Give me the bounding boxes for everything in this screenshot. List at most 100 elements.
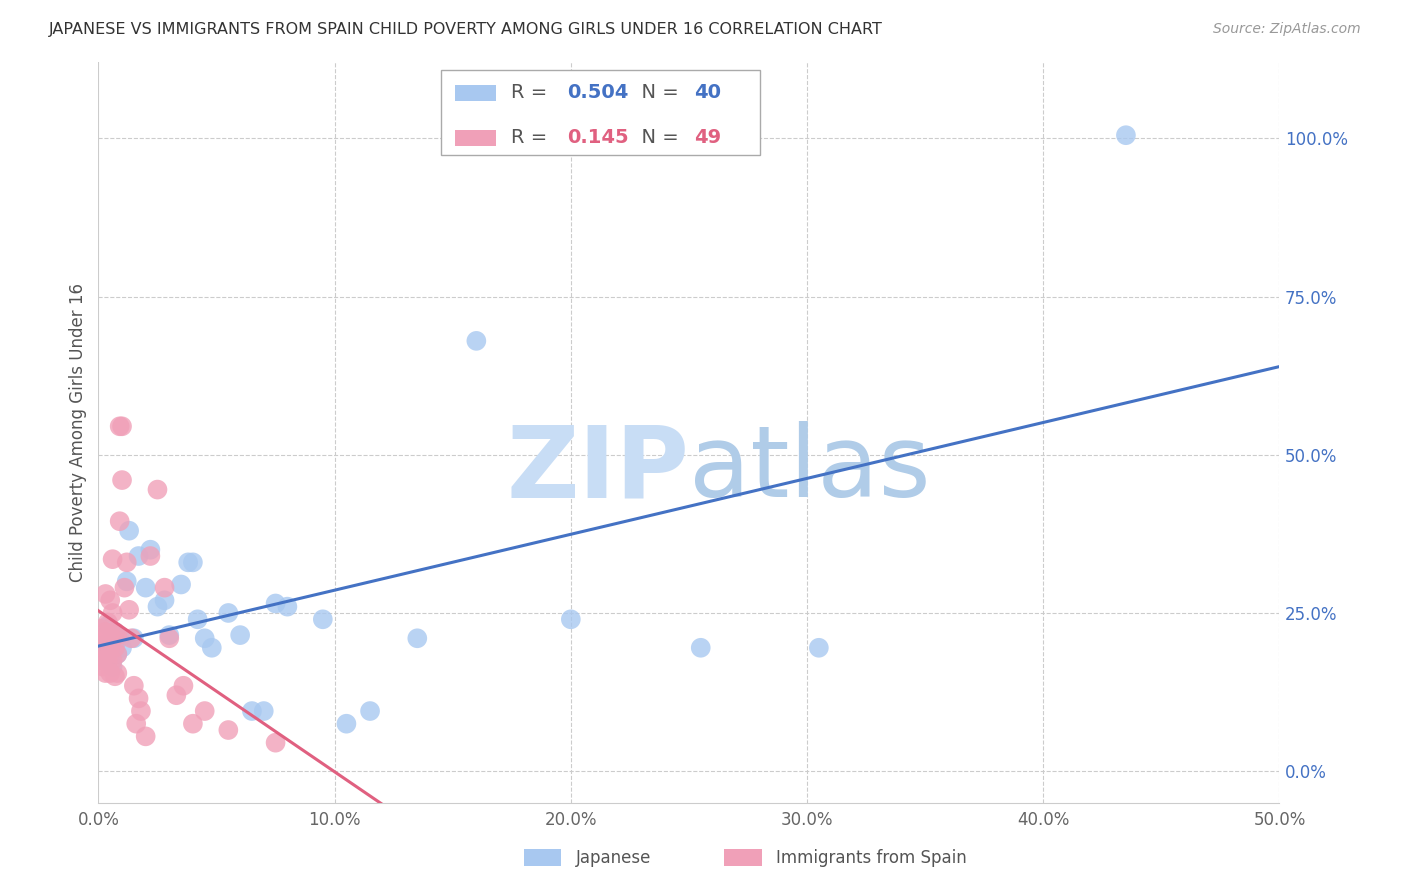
- Text: Immigrants from Spain: Immigrants from Spain: [776, 848, 967, 867]
- Point: [91, 647, 114, 661]
- FancyBboxPatch shape: [456, 85, 496, 101]
- Point: [118, 524, 141, 538]
- Point: [91, 632, 114, 646]
- Point: [253, 704, 276, 718]
- Point: [91, 640, 114, 655]
- Point: [97, 618, 120, 632]
- Point: [111, 473, 134, 487]
- Point: [104, 624, 127, 639]
- Point: [105, 647, 128, 661]
- Point: [359, 704, 381, 718]
- Point: [98, 628, 121, 642]
- FancyBboxPatch shape: [724, 849, 762, 866]
- Y-axis label: Child Poverty Among Girls Under 16: Child Poverty Among Girls Under 16: [69, 283, 87, 582]
- Point: [98, 666, 121, 681]
- Point: [104, 669, 127, 683]
- Point: [91, 659, 114, 673]
- Text: 40: 40: [693, 83, 721, 103]
- Point: [139, 549, 162, 563]
- Text: Source: ZipAtlas.com: Source: ZipAtlas.com: [1213, 22, 1361, 37]
- Point: [105, 666, 128, 681]
- Point: [122, 679, 145, 693]
- Point: [264, 597, 287, 611]
- Point: [217, 723, 239, 737]
- FancyBboxPatch shape: [523, 849, 561, 866]
- Point: [115, 574, 138, 589]
- Point: [560, 612, 582, 626]
- Point: [97, 632, 120, 646]
- Point: [465, 334, 488, 348]
- Text: Japanese: Japanese: [575, 848, 651, 867]
- Point: [146, 483, 169, 497]
- Point: [146, 599, 169, 614]
- Text: N =: N =: [628, 128, 685, 147]
- Point: [406, 632, 429, 646]
- Point: [108, 632, 131, 646]
- Point: [94, 587, 117, 601]
- Point: [112, 581, 135, 595]
- Point: [94, 638, 117, 652]
- Point: [807, 640, 830, 655]
- Point: [97, 653, 120, 667]
- Point: [97, 653, 120, 667]
- Text: 0.504: 0.504: [567, 83, 628, 103]
- Point: [181, 555, 204, 569]
- Point: [172, 679, 194, 693]
- Point: [129, 704, 152, 718]
- Text: R =: R =: [510, 83, 553, 103]
- Point: [229, 628, 252, 642]
- Text: N =: N =: [628, 83, 685, 103]
- Point: [104, 640, 127, 655]
- Point: [101, 653, 124, 667]
- Text: ZIP: ZIP: [506, 421, 689, 518]
- Point: [135, 730, 157, 744]
- Point: [128, 549, 150, 563]
- Text: JAPANESE VS IMMIGRANTS FROM SPAIN CHILD POVERTY AMONG GIRLS UNDER 16 CORRELATION: JAPANESE VS IMMIGRANTS FROM SPAIN CHILD …: [49, 22, 883, 37]
- Point: [101, 659, 124, 673]
- Point: [139, 542, 162, 557]
- Point: [105, 628, 128, 642]
- Point: [170, 577, 193, 591]
- Point: [108, 514, 131, 528]
- Text: 49: 49: [693, 128, 721, 147]
- Text: atlas: atlas: [689, 421, 931, 518]
- Point: [125, 716, 148, 731]
- Point: [98, 640, 121, 655]
- Point: [201, 640, 224, 655]
- Point: [122, 632, 145, 646]
- Text: 0.145: 0.145: [567, 128, 628, 147]
- Point: [240, 704, 263, 718]
- Point: [101, 552, 124, 566]
- FancyBboxPatch shape: [441, 70, 759, 155]
- Point: [111, 419, 134, 434]
- Point: [335, 716, 357, 731]
- Point: [165, 688, 187, 702]
- Point: [157, 628, 180, 642]
- Point: [312, 612, 335, 626]
- Point: [135, 581, 157, 595]
- Point: [115, 555, 138, 569]
- Point: [194, 632, 217, 646]
- Point: [121, 632, 143, 646]
- Point: [90, 653, 112, 667]
- Point: [94, 666, 117, 681]
- Point: [689, 640, 711, 655]
- Point: [105, 647, 128, 661]
- Point: [276, 599, 298, 614]
- Point: [177, 555, 200, 569]
- FancyBboxPatch shape: [456, 130, 496, 146]
- Point: [104, 624, 127, 639]
- Point: [98, 593, 121, 607]
- Point: [153, 581, 176, 595]
- Point: [1115, 128, 1137, 143]
- Point: [187, 612, 209, 626]
- Point: [94, 624, 117, 639]
- Point: [153, 593, 176, 607]
- Point: [90, 622, 112, 636]
- Point: [181, 716, 204, 731]
- Point: [194, 704, 217, 718]
- Point: [97, 615, 120, 630]
- Point: [217, 606, 239, 620]
- Point: [108, 419, 131, 434]
- Point: [111, 640, 134, 655]
